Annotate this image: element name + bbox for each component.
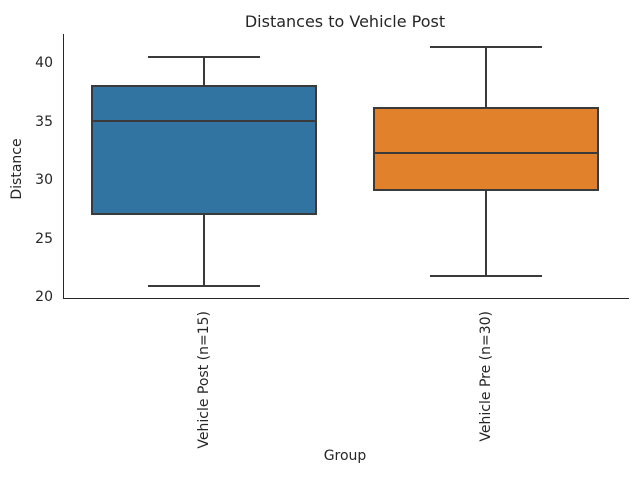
y-tick-label: 40 xyxy=(35,55,53,72)
boxplot-whisker-upper xyxy=(203,57,205,86)
boxplot-median xyxy=(375,152,597,155)
boxplot-cap-lower xyxy=(147,284,261,287)
x-axis-spine xyxy=(62,297,629,299)
boxplot-median xyxy=(93,119,315,122)
boxplot-box xyxy=(91,85,317,216)
x-axis-label: Group xyxy=(323,448,367,464)
y-tick-label: 30 xyxy=(35,172,53,189)
boxplot-cap-lower xyxy=(429,275,543,278)
boxplot-whisker-lower xyxy=(485,190,487,277)
y-tick-label: 35 xyxy=(35,113,53,130)
y-tick-label: 20 xyxy=(35,289,53,306)
boxplot-cap-upper xyxy=(147,56,261,59)
chart-title: Distances to Vehicle Post xyxy=(244,12,446,31)
y-tick-label: 25 xyxy=(35,230,53,247)
y-axis-label-text: Distance xyxy=(9,138,25,200)
y-axis-spine xyxy=(62,34,64,299)
boxplot-whisker-upper xyxy=(485,46,487,107)
boxplot-whisker-lower xyxy=(203,215,205,286)
boxplot-cap-upper xyxy=(429,45,543,48)
boxplot-box xyxy=(373,106,599,191)
